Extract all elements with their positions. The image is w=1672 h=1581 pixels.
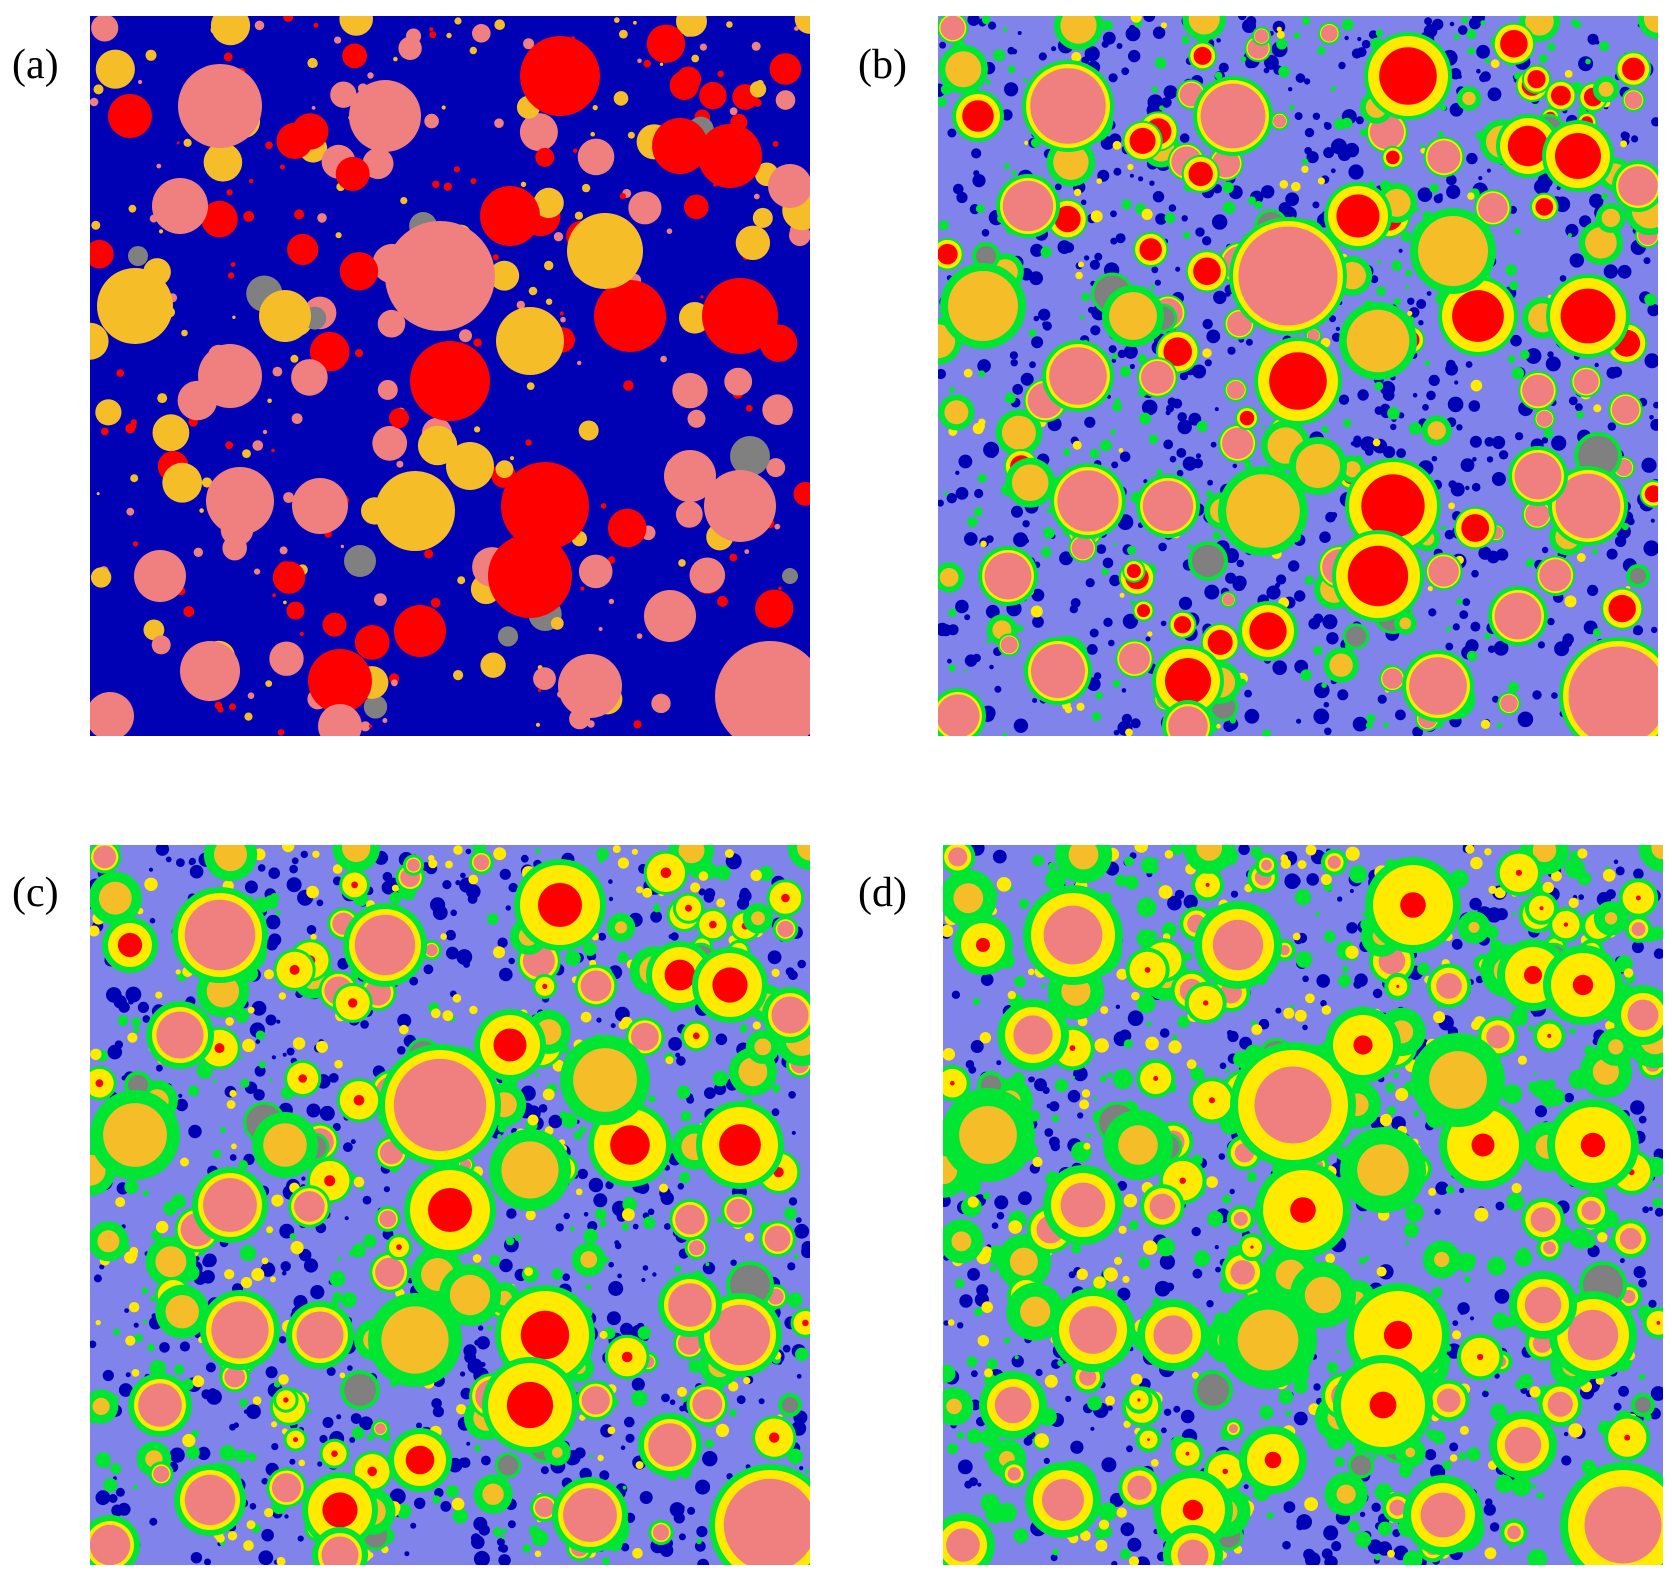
microstructure-image-a [90,16,810,736]
panel-label-a: (a) [12,42,59,88]
microstructure-image-b [938,16,1658,736]
panel-label-d: (d) [858,870,907,916]
panel-label-c: (c) [12,870,59,916]
microstructure-panel-b [938,16,1658,736]
panel-label-b: (b) [858,42,907,88]
microstructure-panel-d [943,845,1663,1565]
microstructure-panel-c [90,845,810,1565]
microstructure-image-c [90,845,810,1565]
microstructure-image-d [943,845,1663,1565]
microstructure-panel-a [90,16,810,736]
